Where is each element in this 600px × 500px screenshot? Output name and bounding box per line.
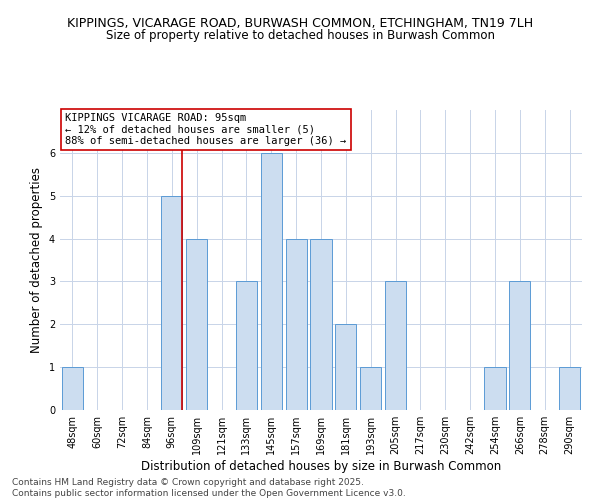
X-axis label: Distribution of detached houses by size in Burwash Common: Distribution of detached houses by size … bbox=[141, 460, 501, 473]
Bar bbox=[186, 238, 207, 410]
Bar bbox=[559, 367, 580, 410]
Bar bbox=[62, 367, 83, 410]
Bar bbox=[261, 153, 282, 410]
Text: KIPPINGS, VICARAGE ROAD, BURWASH COMMON, ETCHINGHAM, TN19 7LH: KIPPINGS, VICARAGE ROAD, BURWASH COMMON,… bbox=[67, 18, 533, 30]
Bar bbox=[161, 196, 182, 410]
Bar bbox=[360, 367, 381, 410]
Text: Contains HM Land Registry data © Crown copyright and database right 2025.
Contai: Contains HM Land Registry data © Crown c… bbox=[12, 478, 406, 498]
Bar bbox=[310, 238, 332, 410]
Y-axis label: Number of detached properties: Number of detached properties bbox=[31, 167, 43, 353]
Bar bbox=[335, 324, 356, 410]
Bar bbox=[286, 238, 307, 410]
Text: KIPPINGS VICARAGE ROAD: 95sqm
← 12% of detached houses are smaller (5)
88% of se: KIPPINGS VICARAGE ROAD: 95sqm ← 12% of d… bbox=[65, 113, 346, 146]
Bar bbox=[484, 367, 506, 410]
Bar bbox=[509, 282, 530, 410]
Bar bbox=[236, 282, 257, 410]
Bar bbox=[385, 282, 406, 410]
Text: Size of property relative to detached houses in Burwash Common: Size of property relative to detached ho… bbox=[106, 28, 494, 42]
